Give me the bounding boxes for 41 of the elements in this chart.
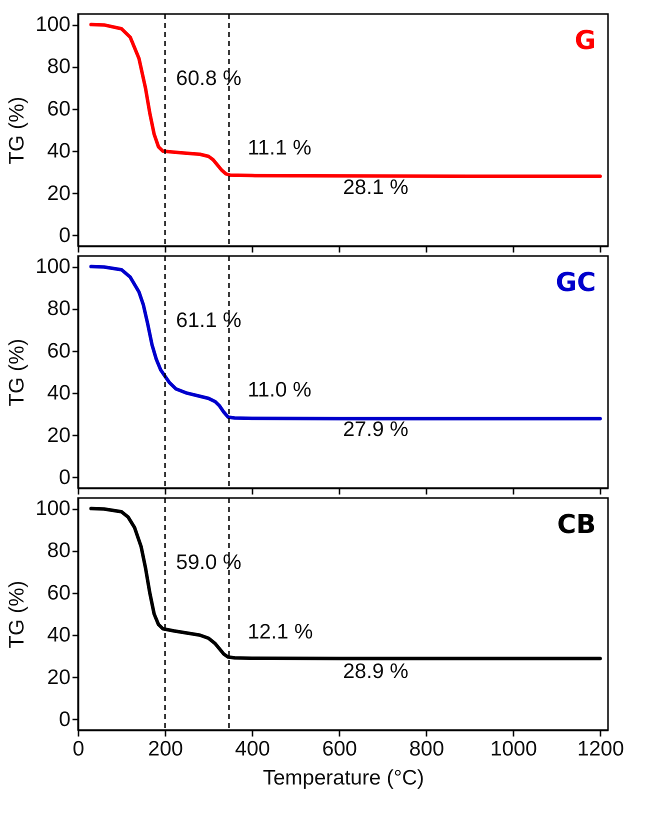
y-tick-label: 0 <box>58 708 70 731</box>
y-tick-label: 80 <box>47 539 70 562</box>
y-axis-title: TG (%) <box>5 580 28 648</box>
y-tick-label: 100 <box>35 497 70 520</box>
y-tick-label: 40 <box>47 382 70 405</box>
y-tick-label: 40 <box>47 624 70 647</box>
x-tick-label: 200 <box>148 738 184 760</box>
annotation: 28.9 % <box>343 660 408 683</box>
x-tick-label: 800 <box>409 738 444 760</box>
x-tick-label: 0 <box>72 738 84 760</box>
y-tick-label: 20 <box>47 666 70 689</box>
annotation: 12.1 % <box>248 620 313 644</box>
x-tick-label: 1200 <box>577 738 624 760</box>
y-tick-label: 20 <box>47 182 70 205</box>
text: GC <box>556 268 596 298</box>
y-tick-label: 60 <box>47 339 70 362</box>
y-axis-title: TG (%) <box>5 96 28 164</box>
annotation: 59.0 % <box>176 550 242 574</box>
y-tick-label: 0 <box>58 224 70 247</box>
annotation: 11.1 % <box>248 136 312 160</box>
y-tick-label: 80 <box>47 55 70 78</box>
annotation: 27.9 % <box>343 418 408 441</box>
y-tick-label: 60 <box>47 581 70 604</box>
x-tick-label: 600 <box>322 738 358 760</box>
y-tick-label: 40 <box>47 140 70 163</box>
y-tick-label: 20 <box>47 424 70 447</box>
y-tick-label: 0 <box>58 466 70 489</box>
annotation: 61.1 % <box>176 308 242 332</box>
x-tick-label: 1000 <box>490 738 537 760</box>
annotation: 28.1 % <box>343 176 408 199</box>
text: G <box>574 26 596 56</box>
text: CB <box>557 510 596 540</box>
x-axis-title: Temperature (°C) <box>262 766 424 790</box>
y-tick-label: 100 <box>35 255 70 278</box>
y-axis-title: TG (%) <box>5 338 28 406</box>
y-tick-label: 100 <box>35 13 70 36</box>
annotation: 11.0 % <box>248 378 312 402</box>
y-tick-label: 80 <box>47 297 70 320</box>
x-tick-label: 400 <box>235 738 270 760</box>
annotation: 60.8 % <box>176 66 242 90</box>
y-tick-label: 60 <box>47 97 70 120</box>
